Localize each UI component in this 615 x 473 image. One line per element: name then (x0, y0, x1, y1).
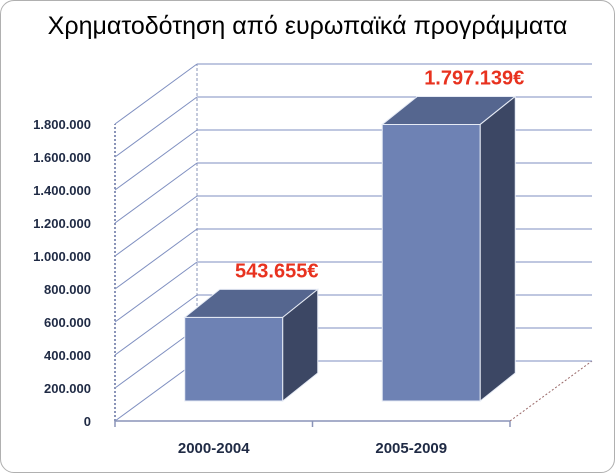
y-tick-label: 800.000 (44, 282, 91, 297)
y-tick-label: 400.000 (44, 348, 91, 363)
x-tick-label: 2005-2009 (375, 440, 447, 457)
gridline-side (114, 327, 198, 389)
y-tick-label: 1.800.000 (33, 117, 91, 132)
gridline-side (114, 261, 198, 323)
bar-2005-2009 (380, 95, 517, 403)
y-tick-label: 200.000 (44, 381, 91, 396)
axes (114, 124, 511, 427)
data-labels: 543.655€ 1.797.139€ (235, 67, 524, 282)
gridline-side (114, 228, 198, 290)
chart-title: Χρηματοδότηση από ευρωπαϊκά προγράμματα (47, 12, 568, 40)
y-tick-label: 1.600.000 (33, 150, 91, 165)
bar-front-face (381, 123, 481, 402)
bar-side-face (282, 288, 319, 403)
floor-right-edge (509, 360, 593, 422)
y-tick-label: 1.400.000 (33, 183, 91, 198)
y-tick-label: 1.000.000 (33, 249, 91, 264)
bars (183, 95, 517, 403)
x-axis-tick-labels: 2000-2004 2005-2009 (178, 440, 447, 457)
data-label: 543.655€ (235, 260, 318, 282)
gridline-side (114, 360, 198, 422)
gridline-side (114, 294, 198, 356)
y-tick-label: 600.000 (44, 315, 91, 330)
y-tick-label: 0 (84, 414, 91, 429)
gridline-side (114, 96, 198, 158)
data-label: 1.797.139€ (424, 67, 524, 89)
gridline-side (114, 195, 198, 257)
x-tick-label: 2000-2004 (178, 440, 250, 457)
y-axis-tick-labels: 0 200.000 400.000 600.000 800.000 1.000.000 1.… (33, 117, 91, 429)
y-tick-label: 1.200.000 (33, 216, 91, 231)
gridline-side (114, 63, 198, 125)
gridline-side (114, 162, 198, 224)
bar-2000-2004 (183, 288, 320, 403)
bar-front-face (184, 316, 284, 402)
bar-side-face (479, 95, 516, 403)
gridline-side (114, 129, 198, 191)
